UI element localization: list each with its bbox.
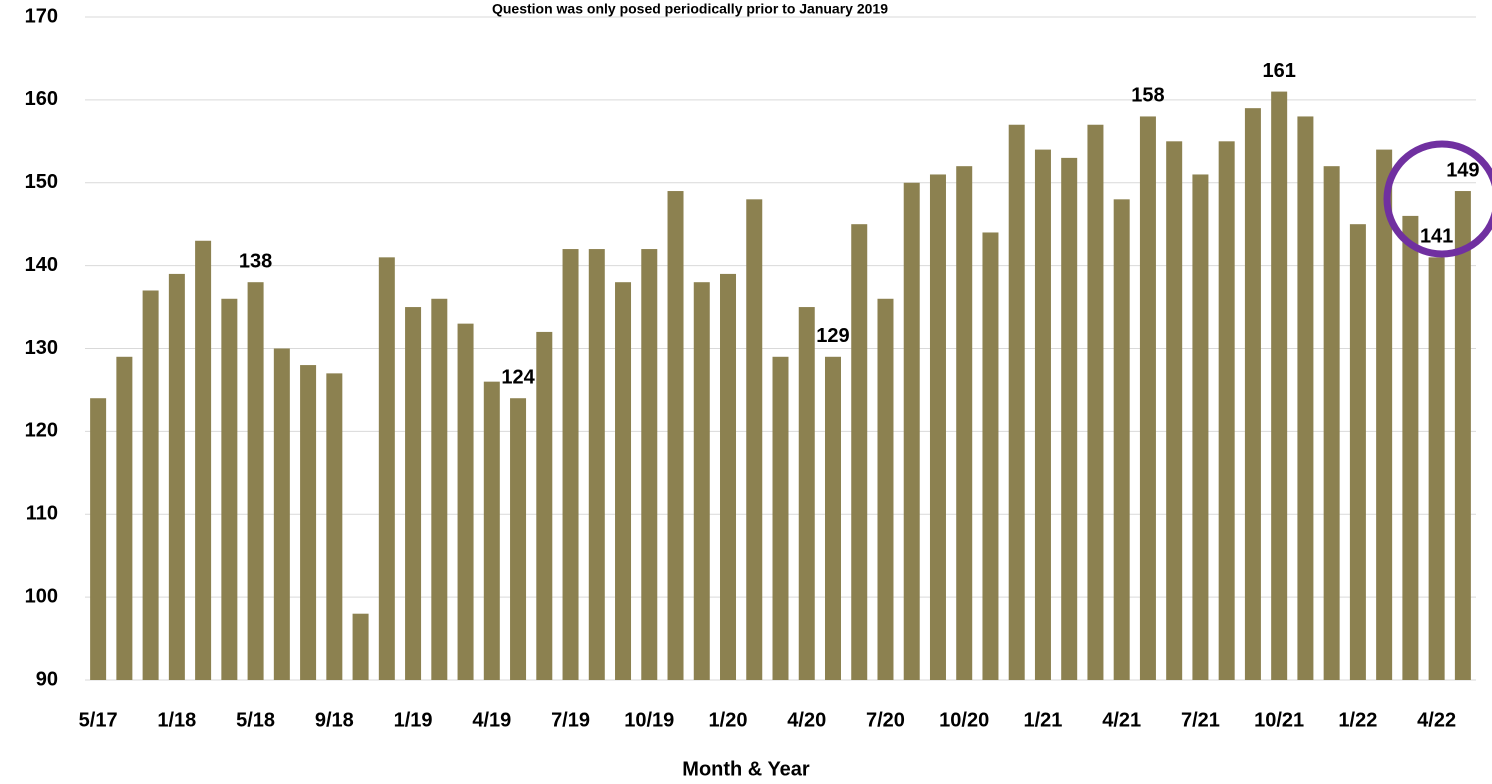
- x-tick-label: 7/20: [866, 709, 905, 731]
- x-tick-label: 4/19: [472, 709, 511, 731]
- x-tick-label: 1/22: [1338, 709, 1377, 731]
- bar: [798, 307, 815, 680]
- data-label: 129: [816, 325, 849, 347]
- bar: [1218, 141, 1235, 680]
- bar: [1349, 224, 1366, 680]
- x-tick-label: 4/22: [1417, 709, 1456, 731]
- bar: [615, 282, 632, 680]
- bar: [142, 290, 159, 680]
- x-tick-label: 5/17: [79, 709, 118, 731]
- bar: [510, 398, 527, 680]
- bar: [168, 273, 185, 680]
- bar: [824, 356, 841, 680]
- bar: [221, 298, 238, 680]
- bar: [300, 365, 317, 680]
- bar: [247, 282, 264, 680]
- y-tick-label: 170: [25, 5, 58, 27]
- annotation: Question was only posed periodically pri…: [492, 1, 888, 17]
- bar: [1271, 91, 1288, 680]
- bar: [720, 273, 737, 680]
- bar: [693, 282, 710, 680]
- bar: [536, 331, 553, 680]
- x-tick-label: 10/21: [1254, 709, 1304, 731]
- bar: [405, 307, 422, 680]
- bar: [90, 398, 107, 680]
- data-label: 138: [239, 250, 272, 272]
- bar: [1244, 108, 1261, 681]
- bar: [1166, 141, 1183, 680]
- bar: [1087, 124, 1104, 681]
- bar: [1376, 149, 1393, 681]
- x-axis-title: Month & Year: [682, 758, 810, 780]
- bar: [273, 348, 290, 680]
- y-tick-label: 90: [36, 668, 58, 690]
- bar: [1034, 149, 1051, 681]
- bar: [1113, 199, 1130, 680]
- bar: [956, 166, 973, 681]
- data-label: 124: [501, 367, 535, 389]
- x-tick-label: 1/20: [709, 709, 748, 731]
- bar: [667, 191, 684, 680]
- y-tick-label: 120: [25, 420, 58, 442]
- x-tick-label: 7/21: [1181, 709, 1220, 731]
- data-label: 141: [1420, 226, 1453, 248]
- bar: [1428, 257, 1445, 680]
- y-tick-label: 150: [25, 171, 58, 193]
- x-tick-label: 9/18: [315, 709, 354, 731]
- bar: [746, 199, 763, 680]
- x-tick-label: 10/19: [624, 709, 674, 731]
- y-tick-label: 130: [25, 337, 58, 359]
- bar: [1008, 124, 1025, 681]
- y-tick-label: 160: [25, 88, 58, 110]
- x-tick-label: 7/19: [551, 709, 590, 731]
- bar: [929, 174, 946, 680]
- x-tick-label: 4/20: [787, 709, 826, 731]
- x-tick-label: 5/18: [236, 709, 275, 731]
- bar: [877, 298, 894, 680]
- x-tick-label: 1/18: [157, 709, 196, 731]
- bar: [851, 224, 868, 680]
- bar: [1454, 191, 1471, 680]
- data-label: 149: [1446, 159, 1479, 181]
- x-tick-label: 10/20: [939, 709, 989, 731]
- bar: [431, 298, 448, 680]
- bar: [641, 249, 658, 681]
- bar: [116, 356, 133, 680]
- bar: [1061, 157, 1078, 680]
- data-label: 161: [1262, 60, 1295, 82]
- bar: [903, 182, 920, 680]
- bar: [1402, 215, 1419, 680]
- bar: [457, 323, 474, 680]
- x-tick-label: 1/19: [394, 709, 433, 731]
- bar: [378, 257, 395, 680]
- x-tick-label: 4/21: [1102, 709, 1141, 731]
- y-tick-label: 140: [25, 254, 58, 276]
- bar: [352, 613, 369, 680]
- bar: [195, 240, 212, 680]
- bar: [772, 356, 789, 680]
- x-tick-label: 1/21: [1023, 709, 1062, 731]
- bar: [982, 232, 999, 680]
- bar: [588, 249, 605, 681]
- bar: [1323, 166, 1340, 681]
- bar: [483, 381, 500, 680]
- y-tick-label: 110: [26, 503, 58, 525]
- bar: [562, 249, 579, 681]
- bar: [1297, 116, 1314, 680]
- bar: [1192, 174, 1209, 680]
- y-tick-label: 100: [25, 585, 58, 607]
- highlight-circle: [1383, 140, 1492, 258]
- bar: [1139, 116, 1156, 680]
- data-label: 158: [1131, 85, 1164, 107]
- bar: [326, 373, 343, 680]
